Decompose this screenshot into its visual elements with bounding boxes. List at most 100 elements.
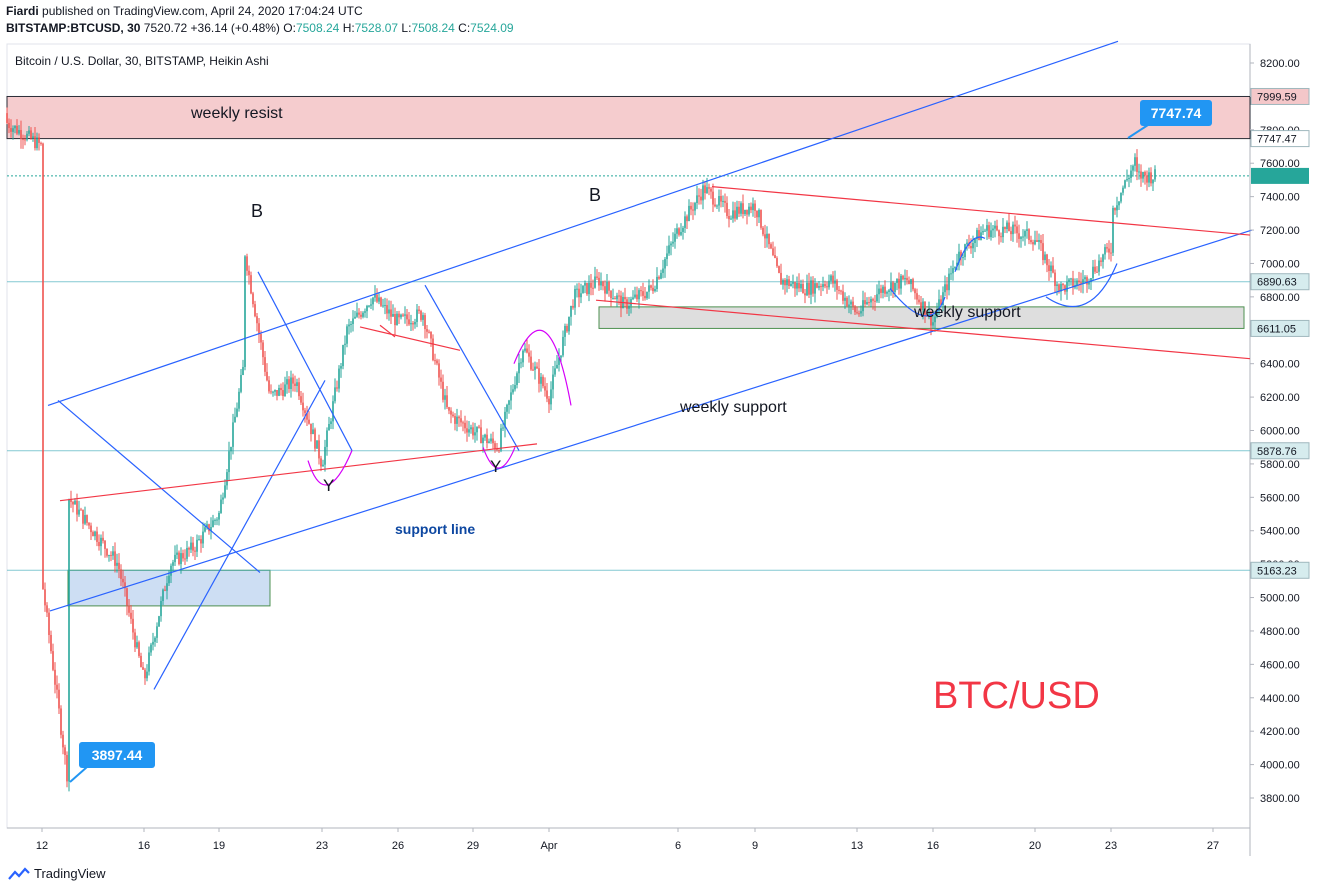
candle-body xyxy=(890,282,892,291)
candle-body xyxy=(1008,222,1010,232)
candle-body xyxy=(672,241,674,244)
candle-body xyxy=(998,230,1000,237)
high-value: 7528.07 xyxy=(354,21,399,35)
axis-price-tag-text: 6890.63 xyxy=(1257,277,1297,289)
candle-body xyxy=(378,297,380,302)
candle-body xyxy=(264,357,266,372)
candle-body xyxy=(260,334,262,343)
y-tick-label: 6800.00 xyxy=(1260,292,1300,304)
candle-body xyxy=(658,276,660,279)
candle-body xyxy=(834,280,836,284)
candle-body xyxy=(1026,229,1028,231)
candle-body xyxy=(618,295,620,297)
candle-body xyxy=(426,329,428,332)
candle-body xyxy=(820,286,822,288)
candle-body xyxy=(452,414,454,417)
y-tick-label: 4800.00 xyxy=(1260,626,1300,638)
candle-body xyxy=(824,284,826,287)
candle-body xyxy=(644,295,646,299)
candle-body xyxy=(200,539,202,544)
candle-body xyxy=(50,634,52,652)
candle-body xyxy=(554,368,556,375)
candle-body xyxy=(154,637,156,642)
candle-body xyxy=(866,302,868,305)
candle-body xyxy=(476,426,478,433)
x-tick-label: 16 xyxy=(138,840,150,852)
candle-body xyxy=(1040,240,1042,244)
blue-curve-1 xyxy=(889,288,946,317)
candle-body xyxy=(932,322,934,326)
candle-body xyxy=(398,313,400,318)
candle-body xyxy=(956,262,958,267)
support-line-label: support line xyxy=(395,521,475,537)
candle-body xyxy=(518,362,520,374)
candle-body xyxy=(914,289,916,294)
candle-body xyxy=(732,210,734,219)
candle-body xyxy=(188,547,190,550)
candle-body xyxy=(1012,224,1014,235)
candle-body xyxy=(386,305,388,314)
symbol-label: BITSTAMP:BTCUSD, 30 xyxy=(6,21,141,35)
candle-body xyxy=(266,371,268,381)
candle-body xyxy=(24,139,26,141)
candle-body xyxy=(762,227,764,235)
candle-body xyxy=(994,225,996,229)
candle-body xyxy=(1118,201,1120,206)
candle-body xyxy=(6,113,8,123)
candle-body xyxy=(1024,230,1026,237)
candle-body xyxy=(548,398,550,405)
candle-body xyxy=(520,362,522,364)
candle-body xyxy=(794,281,796,289)
candle-body xyxy=(580,293,582,298)
candle-body xyxy=(706,187,708,194)
high-price-badge-text: 7747.74 xyxy=(1151,105,1202,121)
candle-body xyxy=(692,209,694,211)
candle-body xyxy=(1082,279,1084,284)
candle-body xyxy=(712,191,714,205)
candle-body xyxy=(20,130,22,140)
candle-body xyxy=(872,299,874,301)
candle-body xyxy=(236,408,238,417)
axis-price-tag-text: 7999.59 xyxy=(1257,91,1297,103)
candle-body xyxy=(108,555,110,557)
candle-body xyxy=(288,379,290,389)
candle-body xyxy=(324,446,326,465)
candle-body xyxy=(714,204,716,207)
candle-body xyxy=(72,501,74,505)
candle-body xyxy=(1134,157,1136,166)
candle-body xyxy=(498,450,500,452)
x-tick-label: 16 xyxy=(927,840,939,852)
candle-body xyxy=(980,232,982,240)
wave-b-label-1: B xyxy=(251,201,263,221)
candle-body xyxy=(640,290,642,292)
candle-body xyxy=(164,589,166,591)
channel-lower-line xyxy=(49,229,1253,612)
candle-body xyxy=(402,314,404,316)
candle-body xyxy=(568,316,570,332)
candle-body xyxy=(18,130,20,134)
y-tick-label: 7200.00 xyxy=(1260,225,1300,237)
candle-body xyxy=(646,291,648,299)
candle-body xyxy=(922,301,924,311)
candle-body xyxy=(502,427,504,429)
candle-body xyxy=(806,282,808,296)
axis-price-tag-text: 5878.76 xyxy=(1257,446,1297,458)
candle-body xyxy=(738,206,740,214)
candle-body xyxy=(600,281,602,286)
candle-body xyxy=(624,296,626,300)
candle-body xyxy=(1104,247,1106,255)
candle-body xyxy=(70,499,72,502)
candle-body xyxy=(604,286,606,294)
candle-body xyxy=(614,298,616,300)
tradingview-logo-icon xyxy=(8,866,30,880)
candle-body xyxy=(578,288,580,298)
candle-body xyxy=(104,540,106,549)
candle-body xyxy=(626,299,628,309)
current-price-tag xyxy=(1251,167,1309,184)
candle-body xyxy=(98,541,100,547)
magenta-curve-1 xyxy=(307,450,353,486)
candle-body xyxy=(1044,254,1046,261)
candle-body xyxy=(412,323,414,325)
candle-body xyxy=(1080,282,1082,284)
